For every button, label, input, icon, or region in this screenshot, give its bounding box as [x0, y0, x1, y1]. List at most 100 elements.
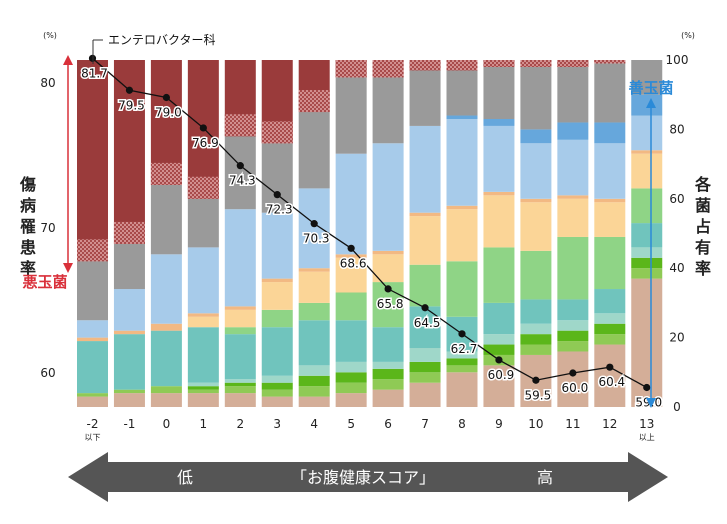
- line-point: [125, 86, 134, 94]
- bar-segment: [446, 261, 478, 317]
- category-label: 10: [528, 417, 543, 431]
- bar-segment: [187, 393, 219, 407]
- bar-segment: [113, 393, 145, 407]
- right-tick-label: 40: [669, 261, 684, 275]
- left-axis-label-char: 傷: [19, 175, 36, 194]
- bar-segment: [298, 375, 330, 387]
- bar-segment: [261, 278, 293, 283]
- bar-segment: [409, 212, 441, 217]
- bar-segment: [113, 243, 145, 290]
- bar-segment: [335, 292, 367, 321]
- left-axis-label-char: 率: [20, 259, 36, 278]
- bar-segment: [483, 66, 515, 119]
- bar-segment: [409, 70, 441, 126]
- bar-segment: [187, 386, 219, 390]
- bar-segment: [298, 386, 330, 397]
- left-tick-label: 60: [40, 366, 55, 380]
- bar-segment: [298, 271, 330, 303]
- category-label: 1: [200, 417, 208, 431]
- line-point: [495, 356, 503, 364]
- bar-segment: [557, 330, 589, 342]
- score-arrow: [68, 452, 668, 502]
- bar-segment: [483, 118, 515, 126]
- bar-segment: [557, 122, 589, 140]
- good-bacteria-label: 善玉菌: [628, 79, 673, 97]
- good-bacteria-bracket: [646, 98, 656, 408]
- data-label: 59.5: [525, 388, 552, 402]
- bar-segment: [372, 379, 404, 390]
- bar-segment: [557, 299, 589, 321]
- bar-segment: [446, 205, 478, 210]
- bar-segment: [594, 198, 626, 203]
- bar-segment: [335, 257, 367, 293]
- category-label: 0: [163, 417, 171, 431]
- bar-segment: [557, 139, 589, 196]
- line-point: [421, 304, 429, 312]
- category-label: 5: [347, 417, 355, 431]
- bar-segment: [150, 184, 182, 255]
- bar-segment: [298, 112, 330, 189]
- right-axis-label-char: 各: [694, 175, 712, 194]
- arrow-title: 「お腹健康スコア」: [291, 468, 435, 487]
- bar-segment: [150, 393, 182, 407]
- data-label: 60.9: [488, 368, 515, 382]
- bar-segment: [520, 323, 552, 335]
- data-label: 79.0: [155, 106, 182, 120]
- bar-segment: [261, 396, 293, 407]
- line-point: [606, 363, 614, 371]
- bar-segment: [409, 348, 441, 362]
- bar-segment: [446, 115, 478, 119]
- line-series: 81.7 79.5 79.0 76.9 74.3 72.3 70.3 68.6 65.8 64.5…: [80, 54, 664, 411]
- bar-segment: [594, 344, 626, 407]
- bar-segment: [224, 386, 256, 394]
- arrow-high-label: 高: [537, 468, 553, 487]
- bar-segment: [631, 247, 663, 258]
- bar-segment: [113, 334, 145, 390]
- bar-segment: [483, 365, 515, 407]
- enterobacter-segment: [483, 60, 515, 67]
- bar-segment: [409, 382, 441, 407]
- bad-bacteria-label: 悪玉菌: [22, 273, 67, 291]
- bar-segment: [224, 382, 256, 387]
- left-axis-label-char: 患: [20, 238, 36, 257]
- bar-segment: [113, 289, 145, 331]
- bar-segment: [335, 320, 367, 362]
- bar-segment: [335, 372, 367, 383]
- line-point: [310, 220, 318, 228]
- bar-segment: [372, 327, 404, 362]
- enterobacter-callout: [92, 39, 103, 64]
- bar-segment: [594, 289, 626, 314]
- bar-segment: [187, 316, 219, 328]
- enterobacter-segment: [298, 90, 330, 113]
- bar-segment: [150, 323, 182, 331]
- enterobacter-segment: [520, 60, 552, 67]
- right-tick-label: 0: [673, 400, 681, 414]
- enterobacter-segment: [261, 121, 293, 144]
- category-sublabel: 以上: [639, 433, 655, 442]
- bar-segment: [187, 198, 219, 248]
- bar-segment: [77, 396, 108, 407]
- bar-segment: [187, 247, 219, 314]
- line-point: [384, 285, 392, 293]
- category-label: -1: [123, 417, 135, 431]
- bar-segment: [335, 153, 367, 255]
- bar-segment: [483, 125, 515, 192]
- bar-segment: [261, 389, 293, 397]
- category-label: 12: [602, 417, 617, 431]
- bar-segment: [77, 320, 108, 338]
- bar-segment: [77, 337, 108, 342]
- bar-segment: [446, 70, 478, 116]
- bar-segment: [150, 254, 182, 324]
- data-label: 74.3: [229, 174, 256, 188]
- bar-segment: [409, 306, 441, 349]
- enterobacter-segment: [187, 176, 219, 199]
- bar-segment: [224, 379, 256, 383]
- bar-segment: [409, 264, 441, 307]
- enterobacter-label: エンテロバクター科: [108, 33, 216, 47]
- bar-segment: [409, 125, 441, 213]
- bar-segment: [446, 365, 478, 373]
- enterobacter-segment: [594, 60, 626, 64]
- category-label: 9: [495, 417, 503, 431]
- bar-segment: [298, 396, 330, 407]
